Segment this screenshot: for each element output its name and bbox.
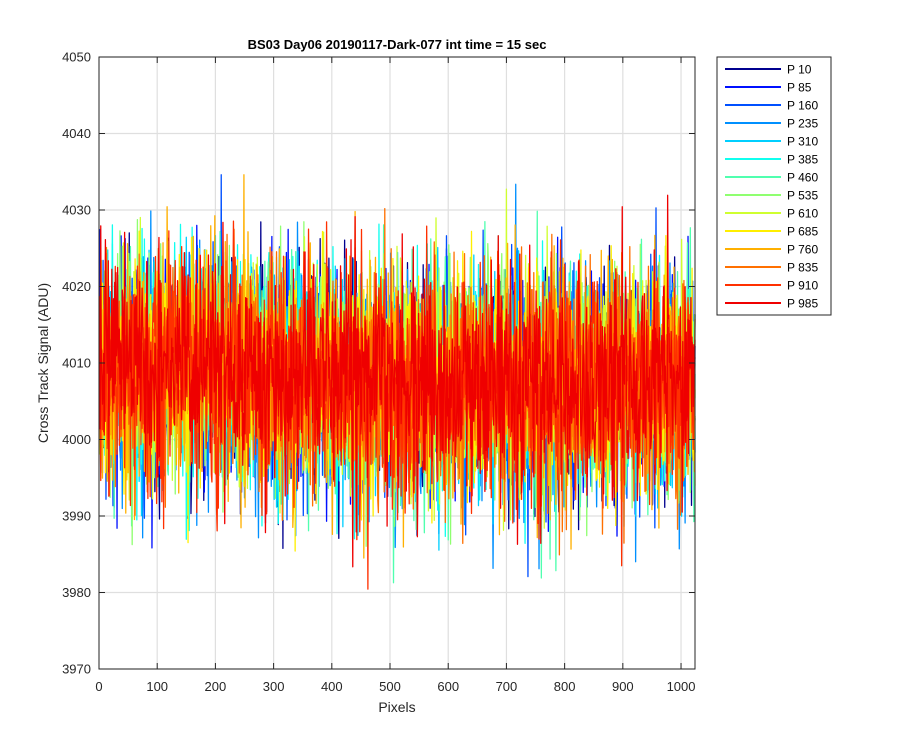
x-tick-label: 600: [437, 679, 459, 694]
legend-entry: P 985: [787, 297, 818, 311]
legend-entry: P 535: [787, 189, 818, 203]
legend-box: [716, 56, 832, 316]
y-tick-label: 4010: [62, 356, 91, 371]
legend-entry: P 160: [787, 99, 818, 113]
legend-entry: P 685: [787, 225, 818, 239]
x-tick-label: 300: [263, 679, 285, 694]
x-tick-label: 200: [205, 679, 227, 694]
x-axis-label: Pixels: [378, 699, 415, 715]
x-tick-label: 500: [379, 679, 401, 694]
axis-ticks: 0 100 200 300 400 500 600 700 800 900 1000 3970 3980…: [62, 50, 695, 695]
x-tick-label: 400: [321, 679, 343, 694]
y-tick-label: 3980: [62, 585, 91, 600]
x-tick-label: 700: [496, 679, 518, 694]
y-tick-label: 4000: [62, 432, 91, 447]
x-tick-label: 0: [95, 679, 102, 694]
y-axis-label: Cross Track Signal (ADU): [35, 283, 51, 443]
legend-entry: P 910: [787, 279, 818, 293]
x-tick-label: 1000: [667, 679, 696, 694]
y-tick-label: 4050: [62, 50, 91, 65]
chart-title: BS03 Day06 20190117-Dark-077 int time = …: [248, 37, 547, 52]
legend: P 10 P 85 P 160 P 235 P 310 P 385 P 460 P 535 P …: [716, 56, 832, 316]
x-tick-label: 100: [146, 679, 168, 694]
legend-entry: P 385: [787, 153, 818, 167]
x-tick-label: 800: [554, 679, 576, 694]
legend-entry: P 760: [787, 243, 818, 257]
y-tick-label: 4030: [62, 203, 91, 218]
y-tick-label: 3970: [62, 662, 91, 677]
y-tick-label: 3990: [62, 509, 91, 524]
legend-entry: P 460: [787, 171, 818, 185]
legend-entry: P 10: [787, 63, 812, 77]
legend-entry: P 835: [787, 261, 818, 275]
legend-entry: P 610: [787, 207, 818, 221]
legend-entry: P 235: [787, 117, 818, 131]
y-tick-label: 4020: [62, 279, 91, 294]
legend-entry: P 85: [787, 81, 812, 95]
legend-entry: P 310: [787, 135, 818, 149]
series-layer: [98, 174, 696, 590]
y-tick-label: 4040: [62, 126, 91, 141]
series-line: [98, 194, 696, 568]
x-tick-label: 900: [612, 679, 634, 694]
